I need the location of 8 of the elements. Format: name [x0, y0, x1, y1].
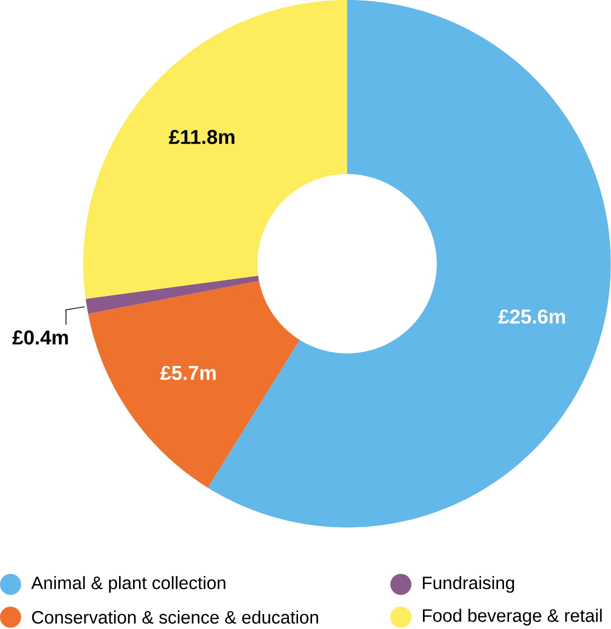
data-label: £5.7m [160, 366, 216, 380]
data-label: £25.6m [498, 309, 566, 324]
legend-label: Animal & plant collection [31, 576, 226, 593]
legend-label: Conservation & science & education [32, 610, 318, 624]
data-label: £0.4m [12, 330, 68, 345]
data-label: £11.8m [169, 130, 234, 144]
legend-label: Fundraising [423, 576, 514, 593]
legend-label: Food beverage & retail [423, 608, 602, 626]
